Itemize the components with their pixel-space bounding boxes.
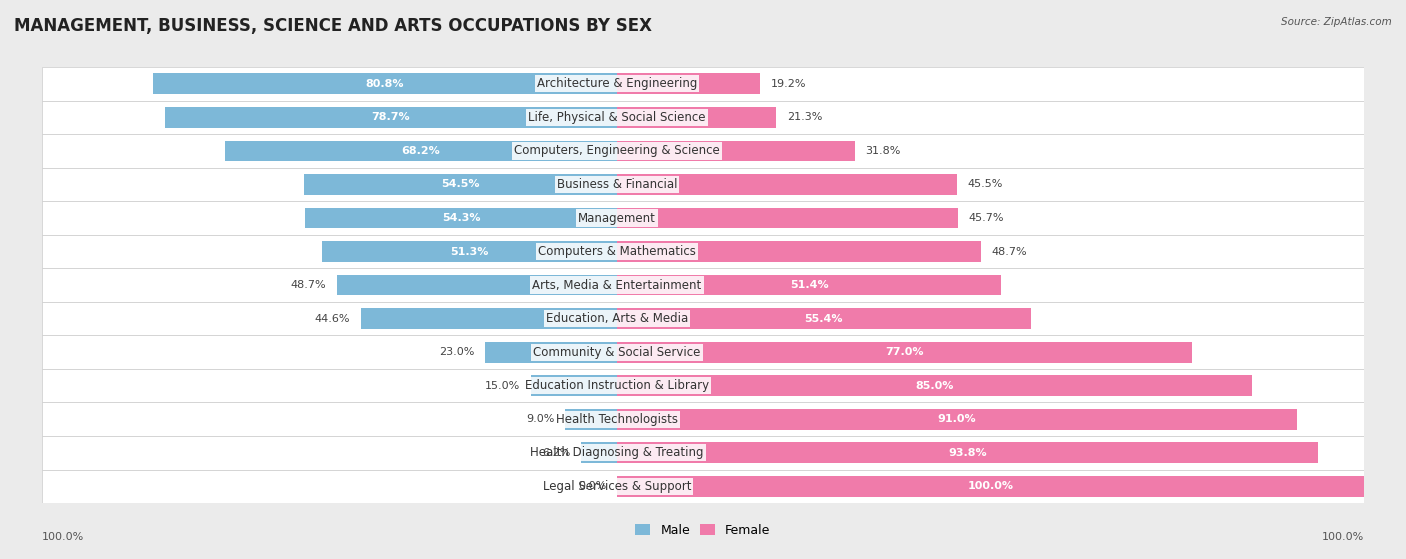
Text: 23.0%: 23.0% [439,347,474,357]
Bar [42,470,1364,503]
Text: Life, Physical & Social Science: Life, Physical & Social Science [529,111,706,124]
Text: Business & Financial: Business & Financial [557,178,678,191]
Text: 44.6%: 44.6% [315,314,350,324]
Bar [617,107,776,128]
Bar [617,409,1296,430]
Bar [165,107,617,128]
Bar [361,308,617,329]
Bar [617,174,957,195]
Text: 100.0%: 100.0% [967,481,1014,491]
Bar [617,442,1317,463]
Text: 100.0%: 100.0% [42,532,84,542]
Bar [153,73,617,94]
Bar [304,174,617,195]
Text: Arts, Media & Entertainment: Arts, Media & Entertainment [533,278,702,292]
Text: Architecture & Engineering: Architecture & Engineering [537,77,697,91]
Bar [42,302,1364,335]
Text: Community & Social Service: Community & Social Service [533,345,700,359]
Bar [617,274,1001,296]
Bar [42,436,1364,470]
Text: 21.3%: 21.3% [787,112,823,122]
Bar [42,101,1364,134]
Bar [531,375,617,396]
Text: Education, Arts & Media: Education, Arts & Media [546,312,688,325]
Text: 48.7%: 48.7% [991,247,1026,257]
Text: Health Technologists: Health Technologists [557,413,678,426]
Bar [337,274,617,296]
Text: 45.7%: 45.7% [969,213,1004,223]
Bar [322,241,617,262]
Bar [42,134,1364,168]
Text: 0.0%: 0.0% [578,481,606,491]
Text: Legal Services & Support: Legal Services & Support [543,480,692,493]
Text: Computers & Mathematics: Computers & Mathematics [538,245,696,258]
Bar [42,201,1364,235]
Text: 68.2%: 68.2% [402,146,440,156]
Bar [617,73,761,94]
Bar [42,268,1364,302]
Bar [617,308,1031,329]
Text: Health Diagnosing & Treating: Health Diagnosing & Treating [530,446,704,459]
Bar [617,241,981,262]
Bar [617,140,855,162]
Text: 31.8%: 31.8% [865,146,900,156]
Text: Management: Management [578,211,657,225]
Text: Source: ZipAtlas.com: Source: ZipAtlas.com [1281,17,1392,27]
Bar [225,140,617,162]
Text: 9.0%: 9.0% [526,414,555,424]
Legend: Male, Female: Male, Female [631,520,775,541]
Bar [42,402,1364,436]
Bar [617,476,1364,497]
Text: 45.5%: 45.5% [967,179,1002,190]
Text: 55.4%: 55.4% [804,314,844,324]
Bar [582,442,617,463]
Bar [42,67,1364,101]
Bar [617,375,1251,396]
Text: 91.0%: 91.0% [938,414,976,424]
Bar [42,168,1364,201]
Text: 93.8%: 93.8% [948,448,987,458]
Bar [42,235,1364,268]
Text: Education Instruction & Library: Education Instruction & Library [524,379,709,392]
Text: 77.0%: 77.0% [886,347,924,357]
Text: 80.8%: 80.8% [366,79,404,89]
Text: 15.0%: 15.0% [485,381,520,391]
Text: MANAGEMENT, BUSINESS, SCIENCE AND ARTS OCCUPATIONS BY SEX: MANAGEMENT, BUSINESS, SCIENCE AND ARTS O… [14,17,652,35]
Text: 19.2%: 19.2% [770,79,807,89]
Text: 78.7%: 78.7% [371,112,411,122]
Bar [305,207,617,229]
Text: 100.0%: 100.0% [1322,532,1364,542]
Text: 51.3%: 51.3% [450,247,489,257]
Text: 54.3%: 54.3% [441,213,481,223]
Bar [485,342,617,363]
Text: 51.4%: 51.4% [790,280,828,290]
Bar [617,342,1192,363]
Bar [42,369,1364,402]
Bar [565,409,617,430]
Bar [42,335,1364,369]
Text: 54.5%: 54.5% [441,179,479,190]
Text: 6.2%: 6.2% [543,448,571,458]
Text: Computers, Engineering & Science: Computers, Engineering & Science [515,144,720,158]
Bar [617,207,959,229]
Text: 85.0%: 85.0% [915,381,953,391]
Text: 48.7%: 48.7% [291,280,326,290]
